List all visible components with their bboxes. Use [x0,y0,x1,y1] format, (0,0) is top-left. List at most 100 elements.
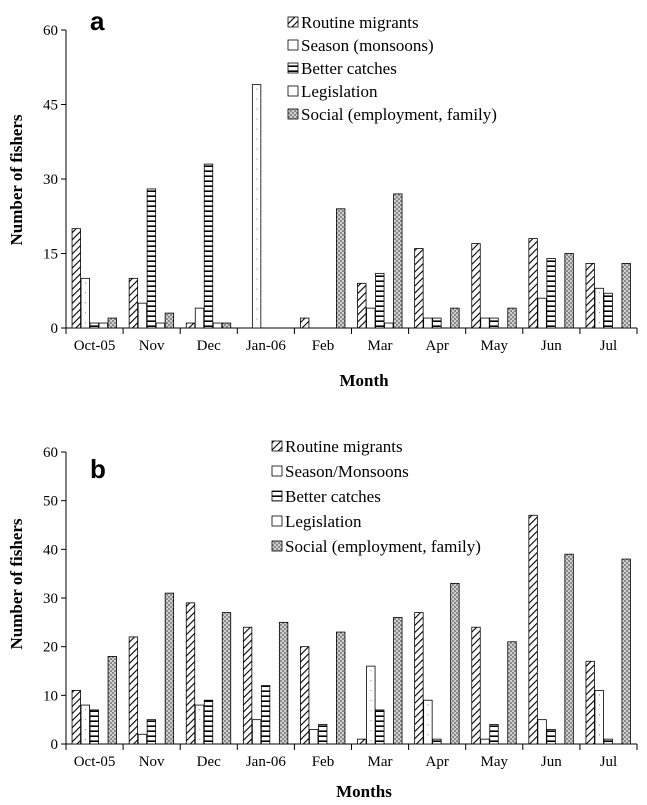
bar-b-s1-c2 [194,704,205,745]
legend-label: Routine migrants [301,13,419,32]
bar-a-s0-c1 [128,277,139,329]
panel-a-x-axis-title: Month [339,371,389,390]
bar-a-s3-c5 [384,322,394,329]
x-tick-label: Nov [139,338,165,354]
y-tick-label: 15 [43,247,58,263]
bar-b-s0-c5 [357,738,367,745]
bar-b-s2-c4 [318,724,328,745]
bar-b-s4-c5 [393,617,403,745]
bar-a-s0-c4 [300,317,310,329]
bar-a-s4-c4 [336,208,346,329]
panel-a: a Number of fishers Month 0 15 30 45 60 Oct-0… [7,6,638,390]
panel-b: b Number of fishers Months 0 10 20 30 40 50 60… [7,437,638,801]
bar-b-s2-c1 [146,719,157,745]
bar-a-s4-c0 [107,317,117,329]
bar-a-s3-c0 [98,322,108,329]
bar-b-s1-c0 [80,704,90,745]
bar-b-s1-c7 [480,738,490,745]
x-tick-label: Feb [312,754,335,770]
panel-b-letter: b [90,454,106,484]
bar-a-s0-c8 [528,238,538,329]
bar-b-s4-c2 [221,612,232,745]
legend-swatch [271,515,283,527]
y-tick-label: 45 [43,98,58,114]
bar-b-s1-c3 [251,719,262,745]
y-tick-label: 30 [43,172,58,188]
bar-b-s4-c4 [336,631,346,745]
bar-a-s0-c2 [185,322,196,329]
bar-b-s0-c4 [300,646,310,745]
bar-a-s2-c5 [375,272,385,329]
bar-a-s2-c2 [203,163,214,329]
bar-b-s4-c3 [278,621,289,745]
y-tick-label: 60 [43,445,58,461]
bar-b-s0-c3 [242,626,253,745]
legend-swatch [287,62,299,74]
bar-a-s1-c5 [366,307,376,329]
bar-a-s0-c5 [357,282,367,329]
bar-b-s0-c6 [414,612,424,745]
legend-swatch [287,39,299,51]
legend-label: Legislation [285,512,362,531]
bar-a-s1-c2 [194,307,205,329]
x-tick-label: Feb [312,338,335,354]
bar-b-s1-c6 [423,699,433,745]
bar-b-s1-c4 [309,729,319,745]
bar-b-s2-c6 [432,738,442,745]
y-tick-label: 50 [43,494,58,510]
x-tick-label: Dec [197,338,221,354]
x-tick-label: Nov [139,754,165,770]
legend-label: Routine migrants [285,437,403,456]
bar-b-s0-c9 [585,660,595,745]
y-tick-label: 10 [43,688,58,704]
panel-a-legend: Routine migrants Season (monsoons) Better … [287,13,497,124]
x-tick-label: Mar [368,338,393,354]
bar-a-s4-c2 [221,322,232,329]
bar-a-s2-c1 [146,188,157,329]
bar-b-s4-c0 [107,656,117,745]
bar-b-s1-c9 [594,690,604,745]
panel-a-letter: a [90,6,105,36]
bar-b-s4-c7 [507,641,517,745]
legend-swatch [287,16,299,28]
panel-b-plot-area: 0 10 20 30 40 50 60 Oct-05 Nov Dec Jan-06 Feb Mar Apr… [43,445,638,770]
bar-b-s1-c5 [366,665,376,745]
bar-a-s2-c6 [432,317,442,329]
bar-a-s0-c0 [71,228,81,329]
y-tick-label: 0 [51,737,59,753]
legend-label: Season (monsoons) [301,36,434,55]
panel-b-legend: Routine migrants Season/Monsoons Better ca… [271,437,481,556]
bar-a-s1-c3 [251,84,262,329]
bar-b-s1-c1 [137,733,148,745]
bar-b-s0-c8 [528,514,538,745]
legend-label: Better catches [285,487,381,506]
bar-a-s1-c7 [480,317,490,329]
bar-a-s3-c1 [155,322,166,329]
legend-swatch [271,465,283,477]
bar-b-s4-c1 [164,592,175,745]
bar-b-s2-c7 [489,724,499,745]
x-tick-label: Jun [541,754,562,770]
bar-a-s1-c9 [594,287,604,329]
panel-b-y-axis-title: Number of fishers [7,518,26,649]
bar-a-s0-c9 [585,263,595,329]
x-tick-label: Apr [425,338,448,354]
x-tick-label: Jun [541,338,562,354]
legend-swatch [287,85,299,97]
y-tick-label: 40 [43,542,58,558]
bar-b-s2-c3 [260,685,271,745]
bar-a-s4-c1 [164,312,175,329]
bar-b-s4-c9 [621,558,631,745]
bar-b-s1-c8 [537,719,547,745]
bar-a-s1-c1 [137,302,148,329]
legend-swatch [287,108,299,120]
legend-swatch [271,440,283,452]
legend-label: Social (employment, family) [285,537,481,556]
bar-a-s2-c0 [89,322,99,329]
bar-b-s2-c5 [375,709,385,745]
bar-a-s1-c6 [423,317,433,329]
legend-label: Season/Monsoons [285,462,409,481]
bar-a-s0-c7 [471,243,481,329]
bar-a-s4-c8 [564,253,574,329]
